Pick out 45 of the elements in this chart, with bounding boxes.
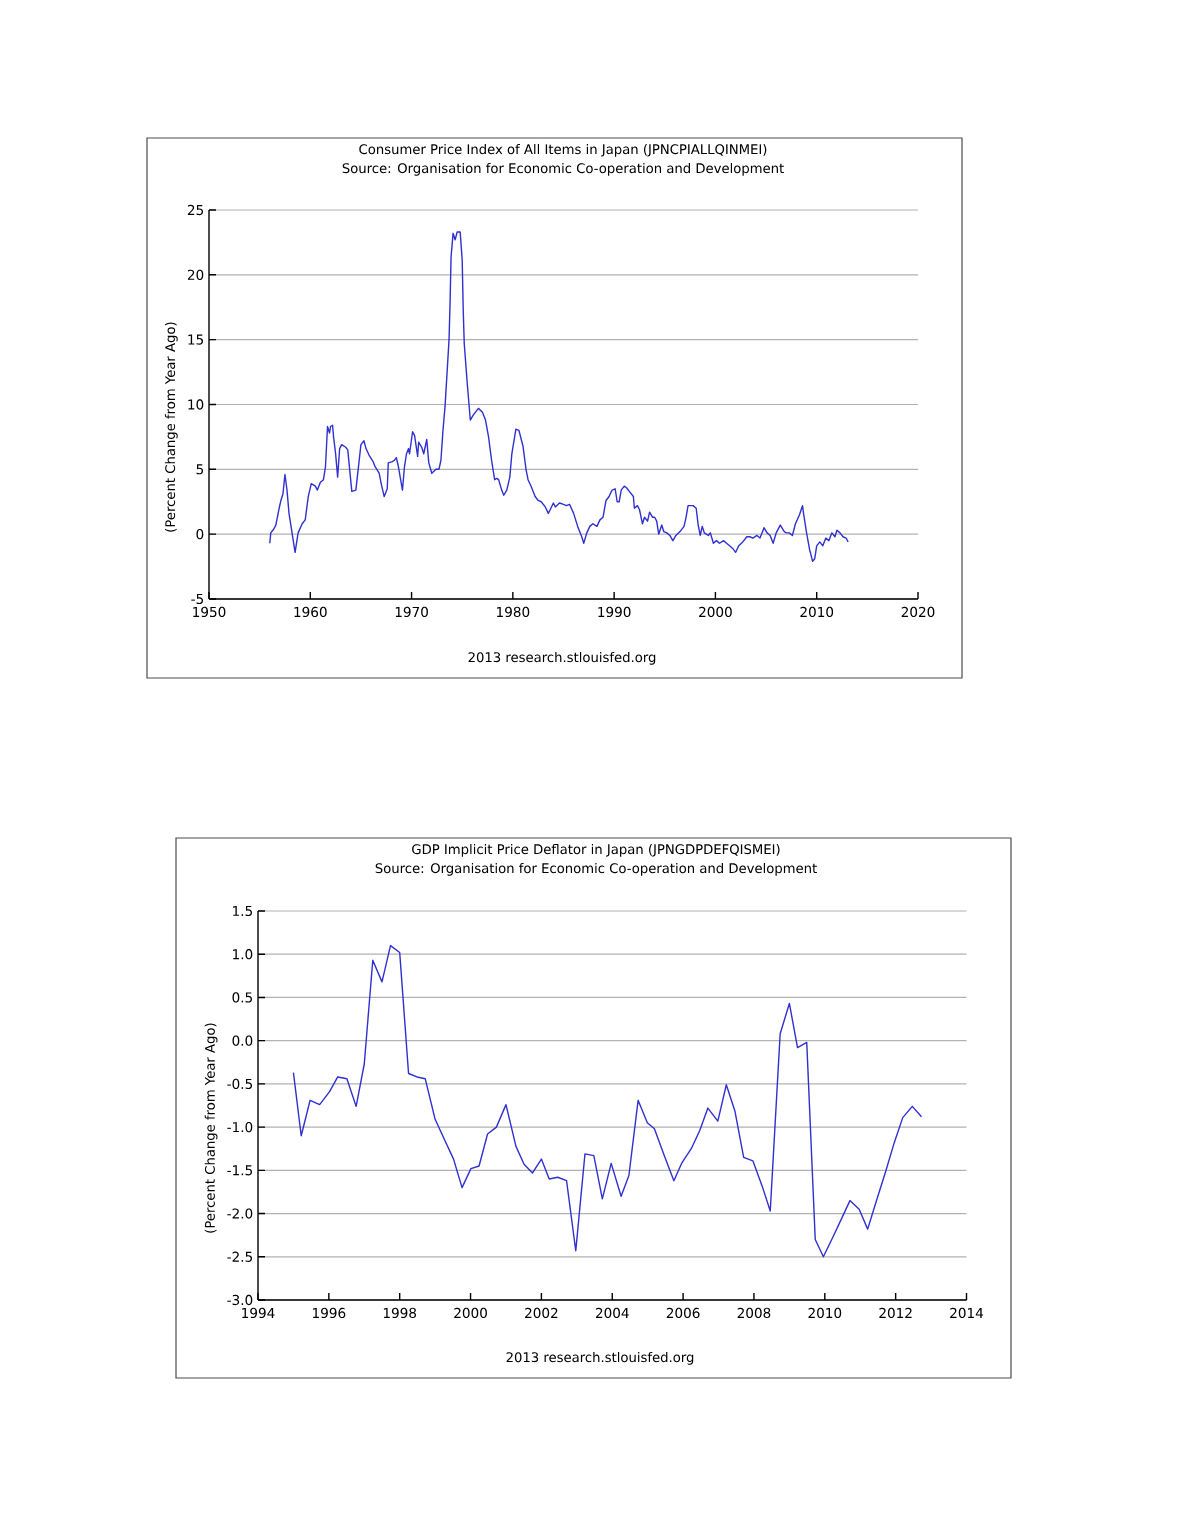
y-tick-label: 25 (187, 204, 204, 216)
chart-title: GDP Implicit Price Deflator in Japan (JPNGDPDEFQISMEI) (412, 843, 780, 857)
x-tick-label: 1960 (294, 606, 327, 618)
y-tick-label: -0.5 (227, 1078, 253, 1090)
x-tick-label: 1990 (598, 606, 631, 618)
y-axis-title: (Percent Change from Year Ago) (204, 1023, 218, 1233)
x-tick-label: 1994 (242, 1307, 275, 1319)
y-axis-title: (Percent Change from Year Ago) (164, 322, 178, 532)
x-tick-label: 2004 (595, 1307, 629, 1319)
x-tick-label: 2000 (454, 1307, 487, 1319)
x-tick-label: 1980 (497, 606, 530, 618)
y-tick-label: -5 (191, 593, 204, 605)
y-tick-label: 15 (188, 334, 204, 345)
y-tick-label: -1.5 (227, 1165, 253, 1176)
line-series (292, 944, 923, 1258)
chart-subtitle: Source: Organisation for Economic Co-operation and Development (342, 162, 784, 176)
x-tick-label: 2010 (800, 606, 834, 618)
y-tick-label: -1.0 (227, 1121, 253, 1133)
y-tick-label: -2.0 (227, 1208, 253, 1219)
y-tick-label: -3.0 (227, 1294, 253, 1306)
x-tick-label: 2010 (808, 1307, 842, 1319)
x-tick-label: 2008 (737, 1307, 771, 1319)
x-tick-label: 1998 (383, 1307, 417, 1319)
y-tick-label: 0.0 (232, 1035, 253, 1046)
y-tick-label: 1.0 (233, 949, 253, 960)
y-tick-label: 0 (196, 529, 204, 540)
chart-subtitle: Source: Organisation for Economic Co-operation and Development (375, 862, 817, 876)
x-tick-label: 2012 (879, 1307, 912, 1319)
text: 2013 research.stlouisfed.org (468, 651, 656, 665)
y-tick-label: 5 (196, 464, 204, 475)
y-tick-label: -2.5 (227, 1251, 253, 1262)
x-tick-label: 2020 (901, 606, 935, 618)
x-tick-label: 1970 (395, 606, 428, 618)
chart-title: Consumer Price Index of All Items in Japan (JPNCPIALLQINMEI) (359, 143, 767, 157)
x-tick-label: 2014 (950, 1307, 984, 1319)
x-tick-label: 1950 (193, 606, 226, 618)
x-tick-label: 2000 (699, 606, 732, 618)
y-tick-label: 10 (188, 399, 204, 410)
x-tick-label: 2002 (525, 1307, 558, 1319)
text: 2013 research.stlouisfed.org (506, 1351, 694, 1365)
x-tick-label: 2006 (666, 1307, 700, 1319)
y-tick-label: 20 (187, 269, 204, 280)
y-tick-label: 1.5 (233, 905, 253, 917)
y-tick-label: 0.5 (232, 992, 253, 1003)
x-tick-label: 1996 (313, 1307, 346, 1319)
